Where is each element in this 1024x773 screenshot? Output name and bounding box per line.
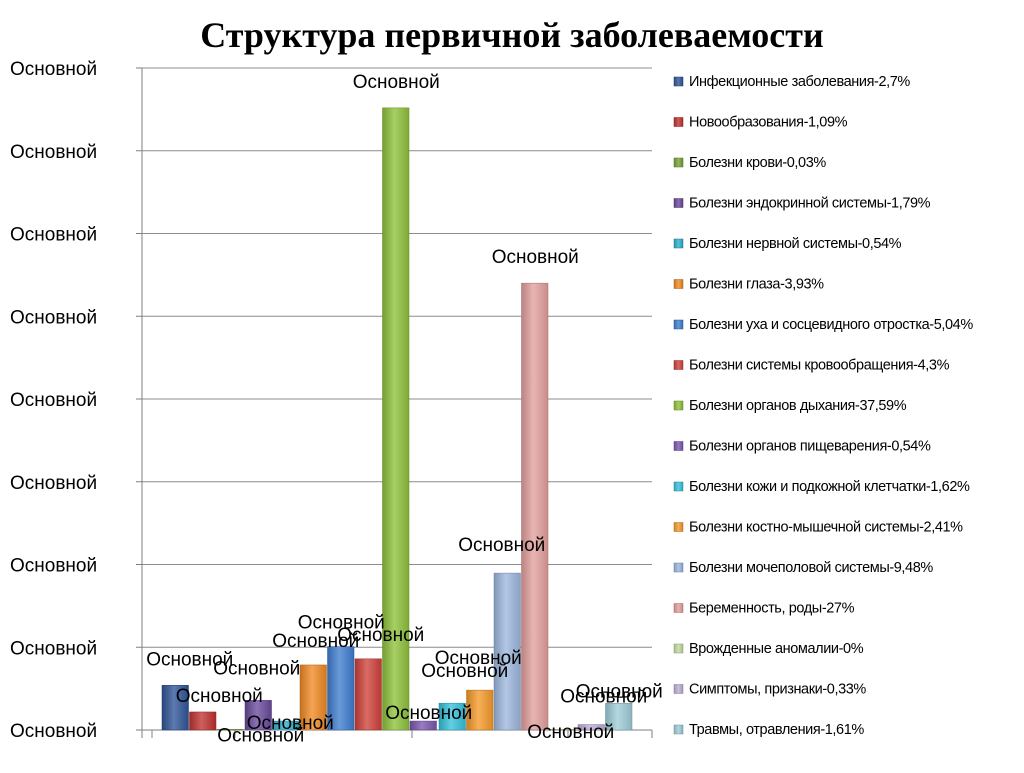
y-tick-label: Основной	[10, 59, 97, 80]
legend-swatch	[673, 319, 684, 330]
legend-swatch	[673, 603, 684, 613]
axes: ОсновнойОсновнойОсновнойОсновнойОсновной…	[10, 59, 653, 742]
bar	[548, 729, 576, 731]
legend-label: Болезни органов дыхания-37,59%	[689, 398, 907, 414]
data-label: Основной	[217, 726, 304, 747]
legend-swatch	[673, 522, 684, 532]
data-label: Основной	[385, 703, 472, 724]
legend-label: Врожденные аномалии-0%	[689, 641, 864, 657]
legend-swatch	[673, 481, 684, 492]
legend-swatch	[673, 157, 684, 168]
bar	[605, 703, 633, 731]
legend-swatch	[673, 117, 684, 127]
y-tick-label: Основной	[10, 721, 97, 742]
legend-label: Травмы, отравления-1,61%	[689, 722, 864, 738]
legend-label: Новообразования-1,09%	[689, 115, 848, 131]
data-label: Основной	[492, 247, 579, 268]
legend-swatch	[673, 724, 684, 735]
y-tick-label: Основной	[10, 473, 97, 494]
data-label: Основной	[337, 625, 424, 646]
legend-swatch	[673, 238, 684, 249]
data-label: Основной	[560, 687, 647, 708]
y-tick-label: Основной	[10, 225, 97, 246]
bar	[577, 724, 605, 731]
bar	[299, 664, 327, 731]
data-labels: ОсновнойОсновнойОсновнойОсновнойОсновной…	[146, 72, 663, 747]
data-label: Основной	[527, 722, 614, 743]
chart-title: Структура первичной заболеваемости	[200, 15, 823, 55]
legend-label: Болезни глаза-3,93%	[689, 277, 824, 293]
bar	[216, 729, 244, 731]
legend-swatch	[673, 279, 684, 289]
data-label: Основной	[213, 658, 300, 679]
bar	[521, 282, 549, 731]
legend-label: Болезни мочеполовой системы-9,48%	[689, 560, 933, 576]
bar	[354, 658, 382, 731]
bar	[189, 711, 217, 731]
data-label: Основной	[146, 649, 233, 670]
y-tick-label: Основной	[10, 390, 97, 411]
y-tick-label: Основной	[10, 638, 97, 659]
legend-label: Болезни кожи и подкожной клетчатки-1,62%	[689, 479, 970, 495]
y-tick-label: Основной	[10, 307, 97, 328]
legend-label: Болезни крови-0,03%	[689, 155, 826, 171]
legend-label: Болезни нервной системы-0,54%	[689, 236, 902, 252]
bar	[493, 572, 521, 731]
legend-label: Болезни уха и сосцевидного отростка-5,04…	[689, 317, 973, 333]
legend-label: Болезни костно-мышечной системы-2,41%	[689, 520, 963, 536]
legend-swatch	[673, 562, 684, 573]
bars	[161, 107, 633, 731]
y-tick-label: Основной	[10, 556, 97, 577]
bar	[466, 689, 494, 731]
data-label: Основной	[353, 72, 440, 93]
data-label: Основной	[247, 713, 334, 734]
legend-swatch	[673, 76, 684, 87]
legend-swatch	[673, 441, 684, 451]
bar	[382, 107, 410, 731]
legend-label: Симптомы, признаки-0,33%	[689, 682, 866, 698]
data-label: Основной	[176, 686, 263, 707]
legend-swatch	[673, 198, 684, 208]
legend-swatch	[673, 360, 684, 370]
bar	[438, 702, 466, 731]
data-label: Основной	[435, 648, 522, 669]
data-label: Основной	[458, 535, 545, 556]
data-label: Основной	[421, 661, 508, 682]
bar	[327, 646, 355, 731]
bar	[161, 685, 189, 731]
legend: Инфекционные заболевания-2,7% Новообразов…	[673, 74, 974, 738]
data-label: Основной	[298, 613, 385, 634]
legend-label: Инфекционные заболевания-2,7%	[689, 74, 910, 90]
legend-swatch	[673, 684, 684, 694]
bar	[409, 720, 437, 731]
data-label: Основной	[272, 631, 359, 652]
data-label: Основной	[576, 681, 663, 702]
bar	[272, 720, 300, 731]
y-tick-label: Основной	[10, 142, 97, 163]
legend-label: Болезни системы кровообращения-4,3%	[689, 358, 950, 374]
legend-label: Болезни эндокринной системы-1,79%	[689, 196, 931, 212]
bar	[244, 700, 272, 731]
legend-swatch	[673, 643, 684, 654]
legend-label: Болезни органов пищеварения-0,54%	[689, 439, 931, 455]
legend-swatch	[673, 400, 684, 411]
legend-label: Беременность, роды-27%	[689, 601, 855, 617]
